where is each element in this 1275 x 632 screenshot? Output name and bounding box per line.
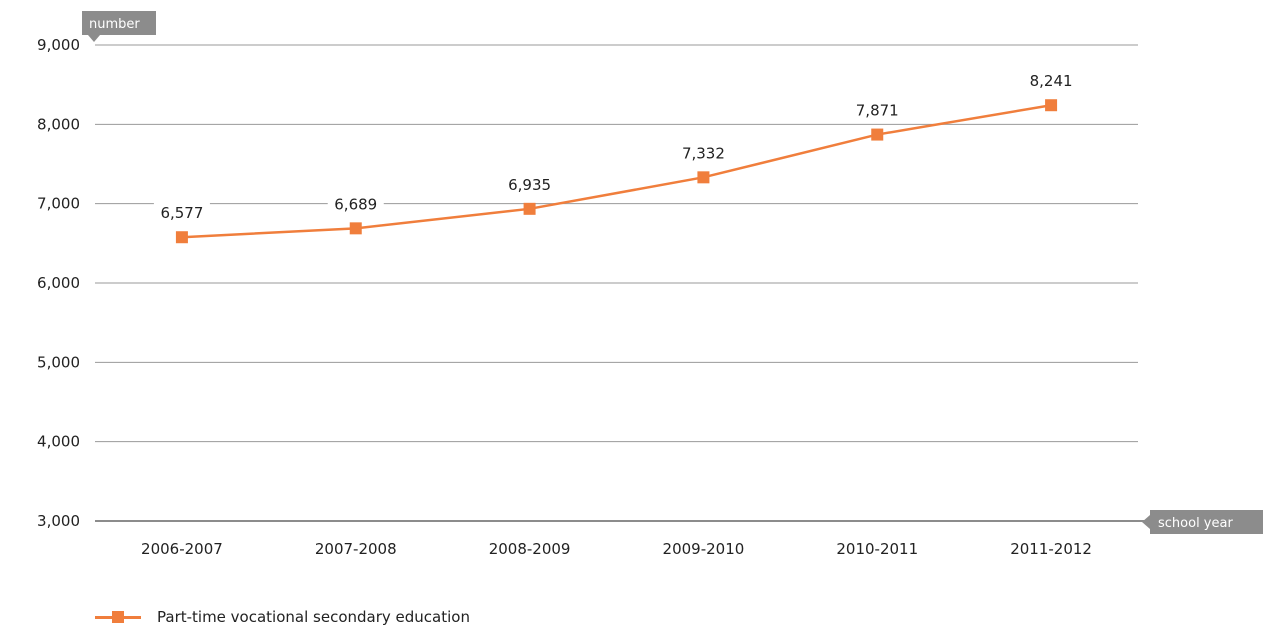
x-tick-label: 2007-2008 xyxy=(315,540,397,558)
x-axis-title-tag: school year xyxy=(1142,510,1263,534)
y-tick-label: 4,000 xyxy=(37,433,80,451)
line-chart: 3,000 4,000 5,000 6,000 7,000 8,000 9,000 2006… xyxy=(37,11,1263,558)
data-point-marker xyxy=(175,231,188,244)
data-point-marker xyxy=(871,128,884,141)
y-axis-title-pointer xyxy=(88,35,100,42)
legend: Part-time vocational secondary education xyxy=(95,606,470,628)
y-axis-ticks: 3,000 4,000 5,000 6,000 7,000 8,000 9,000 xyxy=(37,36,80,530)
data-label-background xyxy=(849,96,906,119)
data-label-background xyxy=(153,199,210,222)
data-label: 6,577 xyxy=(160,204,203,222)
data-label-background xyxy=(501,170,558,193)
y-axis-title-tag: number xyxy=(82,11,156,42)
y-tick-label: 8,000 xyxy=(37,115,80,133)
x-axis-ticks: 2006-2007 2007-2008 2008-2009 2009-2010 2010… xyxy=(141,540,1092,558)
data-label: 7,332 xyxy=(682,144,725,162)
data-point-marker xyxy=(697,171,710,184)
data-label: 7,871 xyxy=(856,102,899,120)
y-tick-label: 7,000 xyxy=(37,195,80,213)
data-label-background xyxy=(1023,67,1080,90)
y-tick-label: 9,000 xyxy=(37,36,80,54)
legend-swatch xyxy=(95,607,141,627)
y-tick-label: 5,000 xyxy=(37,353,80,371)
x-axis-title: school year xyxy=(1158,516,1233,531)
y-axis-title: number xyxy=(89,17,140,32)
legend-label: Part-time vocational secondary education xyxy=(157,608,470,626)
data-label: 6,689 xyxy=(334,195,377,213)
x-tick-label: 2009-2010 xyxy=(663,540,745,558)
data-point-marker xyxy=(349,222,362,235)
x-tick-label: 2011-2012 xyxy=(1010,540,1092,558)
series-line xyxy=(181,103,1052,239)
data-label: 6,935 xyxy=(508,176,551,194)
x-axis-title-pointer xyxy=(1142,515,1150,529)
y-tick-label: 3,000 xyxy=(37,512,80,530)
y-tick-label: 6,000 xyxy=(37,274,80,292)
x-tick-label: 2010-2011 xyxy=(836,540,918,558)
y-axis-title-box xyxy=(82,11,156,35)
legend-marker xyxy=(112,611,124,623)
data-label-background xyxy=(675,139,732,162)
data-label: 8,241 xyxy=(1030,72,1073,90)
x-tick-label: 2008-2009 xyxy=(489,540,571,558)
x-axis-title-box xyxy=(1150,510,1263,534)
data-point-marker xyxy=(1045,99,1058,112)
data-point-marker xyxy=(523,202,536,215)
x-tick-label: 2006-2007 xyxy=(141,540,223,558)
series-group: 6,577 6,689 6,935 7,332 7,871 8,241 xyxy=(153,67,1080,244)
grid-lines xyxy=(95,44,1150,522)
data-label-background xyxy=(327,190,384,213)
